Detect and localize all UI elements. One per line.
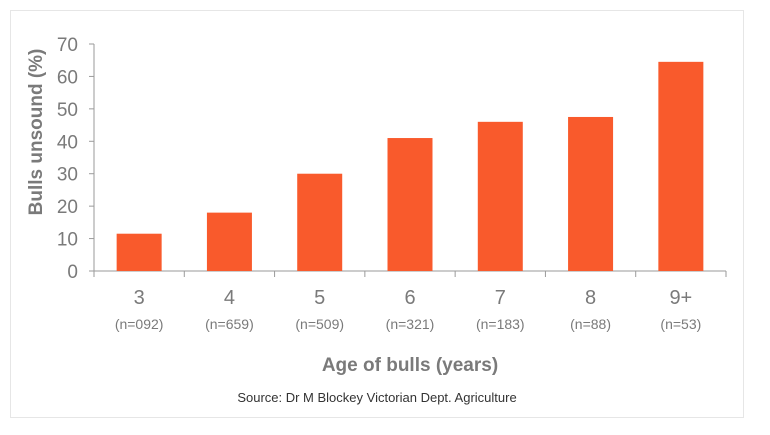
x-sample-size-label: (n=183) <box>476 316 525 332</box>
y-tick-label: 30 <box>57 165 78 186</box>
bar-7 <box>658 61 704 272</box>
y-axis-title: Bulls unsound (%) <box>26 49 47 216</box>
x-category-label: 8 <box>585 287 596 309</box>
x-sample-size-label: (n=321) <box>386 316 435 332</box>
source-note: Source: Dr M Blockey Victorian Dept. Agr… <box>237 390 516 405</box>
bar-2 <box>206 212 252 271</box>
x-category-label: 4 <box>224 287 235 309</box>
y-tick-label: 50 <box>57 100 78 121</box>
chart-card <box>10 10 744 418</box>
x-axis-title: Age of bulls (years) <box>322 355 498 376</box>
x-category-label: 6 <box>404 287 415 309</box>
y-tick-label: 10 <box>57 230 78 251</box>
x-sample-size-label: (n=092) <box>115 316 164 332</box>
y-tick-label: 70 <box>57 35 78 56</box>
bar-1 <box>116 233 162 271</box>
x-sample-size-label: (n=659) <box>205 316 254 332</box>
y-tick-label: 60 <box>57 67 78 88</box>
x-axis: 3 (n=092) 4 (n=659) 5 (n=509) 6 (n=321) 7 (n=183)… <box>93 270 727 332</box>
x-category-label: 7 <box>495 287 506 309</box>
x-category-label: 3 <box>134 287 145 309</box>
y-axis: 0 10 20 30 40 50 60 70 <box>57 35 95 283</box>
bar-6 <box>568 116 614 271</box>
x-sample-size-label: (n=88) <box>570 316 611 332</box>
x-sample-size-label: (n=509) <box>295 316 344 332</box>
y-tick-label: 20 <box>57 197 78 218</box>
y-tick-label: 0 <box>67 262 78 283</box>
bars-group <box>116 61 704 272</box>
x-sample-size-label: (n=53) <box>660 316 701 332</box>
x-category-label: 5 <box>314 287 325 309</box>
bar-5 <box>477 121 523 271</box>
bar-3 <box>297 173 343 271</box>
x-category-label: 9+ <box>669 287 692 309</box>
y-tick-label: 40 <box>57 132 78 153</box>
bar-4 <box>387 138 433 271</box>
